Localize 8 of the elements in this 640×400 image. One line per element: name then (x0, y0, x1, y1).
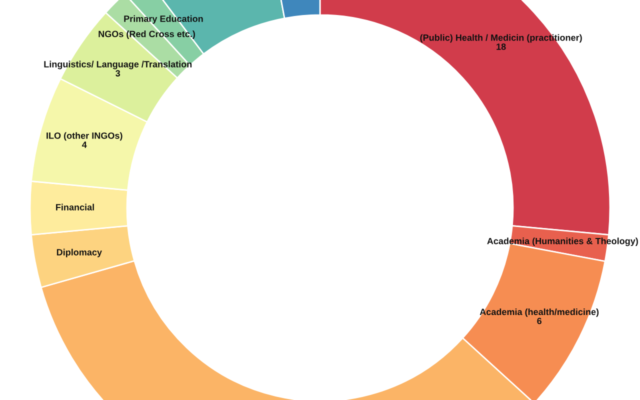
data-label: 3 (116, 70, 120, 77)
slice-label: Linguistics/ Language /Translation (44, 60, 192, 70)
data-label: 18 (496, 44, 506, 50)
data-label: 6 (537, 318, 542, 324)
slice-label: Financial (56, 204, 94, 210)
slice-label: Diplomacy (56, 248, 102, 258)
slice-label: ILO (other INGOs) (46, 132, 122, 141)
data-label: 4 (82, 142, 87, 148)
